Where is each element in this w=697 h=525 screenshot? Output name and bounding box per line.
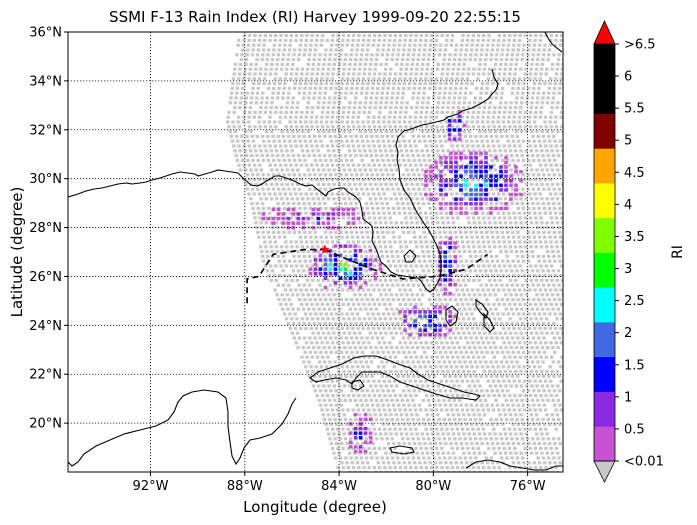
colorbar-bin: [594, 113, 615, 149]
storm-center-star: [320, 244, 330, 254]
y-tick-label: 20°N: [29, 417, 62, 432]
coastline-southeast-us: [68, 68, 499, 293]
y-tick-label: 34°N: [29, 74, 62, 89]
colorbar-tick-label: 4.5: [624, 166, 645, 181]
colorbar: <0.01 0.5 1 1.5 2 2.5 3 3.5 4 4.5 5 5.5 6 >6.5: [593, 20, 664, 483]
colorbar-tick-label: 2: [624, 326, 632, 341]
colorbar-frame: [593, 43, 616, 462]
map-panel: [67, 31, 564, 473]
colorbar-tick-label: 3.5: [624, 230, 645, 245]
coastline-delmarva: [544, 32, 563, 53]
colorbar-bin: [594, 391, 615, 427]
x-axis-label: Longitude (degree): [243, 498, 387, 516]
lat-lon-grid: [68, 31, 563, 472]
coastline-abaco: [483, 312, 495, 333]
coastline-jamaica: [389, 445, 415, 455]
colorbar-bin: [594, 183, 615, 219]
coastline-grand-bahama: [475, 298, 489, 320]
coastline-mexico: [68, 389, 297, 467]
colorbar-tick-label: >6.5: [624, 38, 656, 53]
colorbar-bin: [594, 426, 615, 462]
colorbar-bin: [594, 322, 615, 358]
y-axis-ticks: 20°N 22°N 24°N 26°N 28°N 30°N 32°N 34°N 36°N: [29, 26, 68, 432]
satellite-swath-pixels: [226, 34, 563, 472]
map-title: SSMI F-13 Rain Index (RI) Harvey 1999-09…: [109, 8, 521, 26]
colorbar-extend-max: [593, 20, 616, 45]
colorbar-bin: [594, 356, 615, 392]
colorbar-label: RI: [670, 245, 686, 259]
x-tick-label: 92°W: [133, 479, 169, 494]
y-tick-label: 22°N: [29, 368, 62, 383]
colorbar-bin: [594, 287, 615, 323]
colorbar-tick-label: <0.01: [624, 455, 664, 470]
y-tick-label: 26°N: [29, 270, 62, 285]
colorbar-tick-label: 1: [624, 390, 632, 405]
colorbar-tick-label: 1.5: [624, 358, 645, 373]
track-east: [324, 248, 489, 280]
x-tick-label: 84°W: [321, 479, 357, 494]
coastline-hispaniola: [465, 459, 563, 471]
colorbar-tick-label: 3: [624, 262, 632, 277]
y-tick-label: 36°N: [29, 26, 62, 41]
colorbar-tick-label: 4: [624, 198, 632, 213]
y-tick-label: 32°N: [29, 123, 62, 138]
colorbar-tick-label: 5.5: [624, 102, 645, 117]
colorbar-bin: [594, 217, 615, 253]
y-tick-label: 24°N: [29, 319, 62, 334]
coastlines: [68, 32, 563, 471]
x-tick-label: 80°W: [415, 479, 451, 494]
storm-center-marker: [320, 244, 330, 254]
x-tick-label: 88°W: [227, 479, 263, 494]
colorbar-bin: [594, 252, 615, 288]
rain-index-pixels: [261, 109, 523, 454]
coastline-lake-okeechobee: [403, 249, 417, 263]
storm-track: [246, 248, 489, 304]
colorbar-bin: [594, 148, 615, 184]
colorbar-extend-min: [593, 460, 616, 483]
colorbar-tick-label: 2.5: [624, 294, 645, 309]
coastline-isle-of-youth: [351, 379, 365, 391]
colorbar-tick-label: 5: [624, 134, 632, 149]
x-axis-ticks: 92°W 88°W 84°W 80°W 76°W: [133, 472, 546, 494]
colorbar-bin: [594, 78, 615, 114]
y-tick-label: 28°N: [29, 221, 62, 236]
map-frame: [67, 31, 564, 473]
coastline-andros: [445, 305, 459, 327]
colorbar-tick-label: 6: [624, 70, 632, 85]
y-tick-label: 30°N: [29, 172, 62, 187]
y-axis-label: Latitude (degree): [8, 187, 26, 318]
x-tick-label: 76°W: [510, 479, 546, 494]
colorbar-tick-label: 0.5: [624, 422, 645, 437]
coastline-cuba: [309, 355, 482, 401]
colorbar-bin: [594, 44, 615, 80]
track-west: [246, 248, 325, 304]
